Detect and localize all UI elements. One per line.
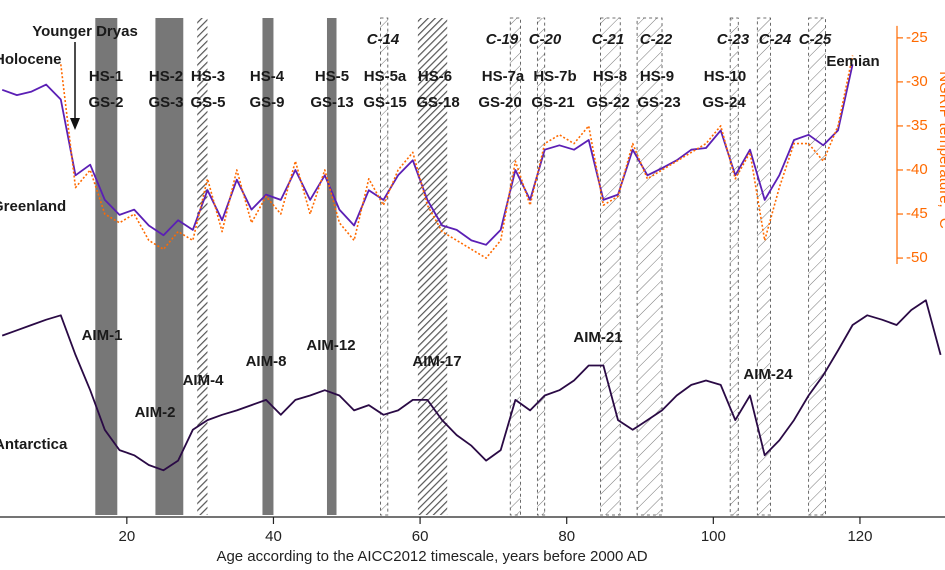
annotation: HS-9 [640,68,674,85]
hatched-band [536,17,546,516]
annotation: HS-10 [704,68,747,85]
series-line [60,55,854,259]
y-tick-label: -25 [906,29,928,46]
annotation: Eemian [826,53,879,70]
x-tick-label: 120 [847,528,872,545]
hatched-band [808,17,826,516]
annotation: GS-15 [363,94,406,111]
annotation: HS-7b [533,68,576,85]
annotation: Holocene [0,51,62,68]
annotation: C-21 [592,31,625,48]
annotation: C-25 [799,31,832,48]
hatched-band [380,17,389,516]
series-line [1,64,854,246]
annotation: HS-4 [250,68,285,85]
annotation: Antarctica [0,436,68,453]
annotation: GS-2 [88,94,123,111]
annotation: HS-2 [149,68,183,85]
annotation: GS-20 [478,94,521,111]
annotation: AIM-24 [743,366,793,383]
y-tick-label: -35 [906,117,928,134]
y-tick-label: -45 [906,205,928,222]
hatched-band [600,17,621,516]
annotation: C-22 [640,31,673,48]
hatched-band [509,17,521,516]
annotation: HS-5 [315,68,349,85]
arrow-head [70,118,80,130]
x-tick-label: 60 [412,528,429,545]
annotation: GS-24 [702,94,746,111]
y-tick-label: -30 [906,73,928,90]
annotation: Greenland [0,198,66,215]
annotation: GS-23 [637,94,680,111]
y-tick-label: -40 [906,161,928,178]
hatched-band [636,17,663,516]
annotation: GS-3 [148,94,183,111]
annotation: HS-7a [482,68,525,85]
x-tick-label: 100 [701,528,726,545]
annotation: Younger Dryas [32,23,138,40]
heinrich-band [95,18,118,515]
heinrich-band [155,18,184,515]
annotation: GS-13 [310,94,353,111]
x-tick-label: 40 [265,528,282,545]
x-tick-label: 20 [118,528,135,545]
annotation: C-23 [717,31,750,48]
annotation: AIM-12 [306,337,355,354]
annotation: GS-18 [416,94,459,111]
hatched-band [729,17,739,516]
annotation: C-24 [759,31,792,48]
annotation: GS-21 [531,94,574,111]
annotation: AIM-2 [135,404,176,421]
annotation: AIM-17 [412,353,461,370]
annotation: C-20 [529,31,562,48]
annotation: AIM-4 [183,372,224,389]
annotation: GS-22 [586,94,629,111]
x-tick-label: 80 [558,528,575,545]
y-axis-label: NGRIP temperature, °C [936,71,945,229]
annotation: AIM-1 [82,327,123,344]
heinrich-band [262,18,274,515]
annotation: HS-6 [418,68,452,85]
y-tick-label: -50 [906,249,928,266]
annotation: HS-8 [593,68,627,85]
x-axis-label: Age according to the AICC2012 timescale,… [216,548,647,565]
annotation: HS-3 [191,68,225,85]
annotation: C-19 [486,31,519,48]
hatched-band [756,17,771,516]
annotation: HS-5a [364,68,407,85]
annotation: C-14 [367,31,400,48]
annotation: HS-1 [89,68,123,85]
annotation: GS-9 [249,94,284,111]
hatched-band [417,18,448,515]
series-line [1,299,942,472]
annotation: AIM-21 [573,329,622,346]
annotation: GS-5 [190,94,225,111]
annotation: AIM-8 [246,353,287,370]
heinrich-band [326,18,337,515]
hatched-band [197,18,208,515]
